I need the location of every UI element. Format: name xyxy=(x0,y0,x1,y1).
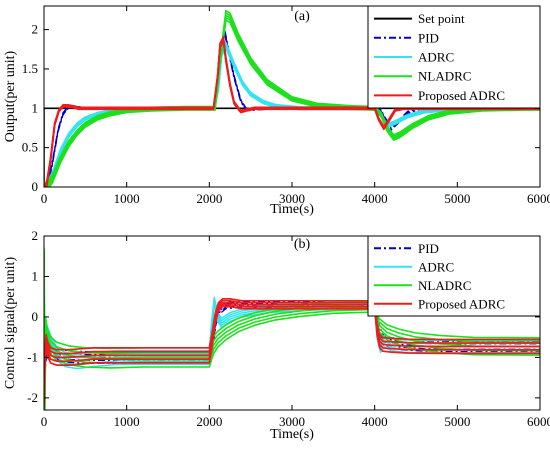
x-tick-label: 6000 xyxy=(527,191,550,206)
legend-box xyxy=(367,235,541,317)
series-line-pid xyxy=(44,307,540,376)
chart-title: (a) xyxy=(294,9,310,24)
series-line-nladrc xyxy=(44,14,540,187)
y-tick-label: -1 xyxy=(27,349,38,364)
series-line-adrc xyxy=(44,41,540,185)
series-line-nladrc xyxy=(44,249,540,400)
x-tick-label: 0 xyxy=(41,191,48,206)
y-tick-label: 1.5 xyxy=(22,61,38,76)
series-line-adrc xyxy=(44,301,540,366)
y-tick-label: 1 xyxy=(32,268,39,283)
legend-label: Proposed ADRC xyxy=(418,296,505,311)
x-tick-label: 1000 xyxy=(114,414,140,429)
legend-label: NLADRC xyxy=(418,69,471,84)
y-tick-label: -2 xyxy=(27,390,38,405)
x-tick-label: 2000 xyxy=(196,414,222,429)
legend-label: PID xyxy=(418,241,439,256)
x-tick-label: 4000 xyxy=(362,414,388,429)
x-tick-label: 1000 xyxy=(114,191,140,206)
series-group xyxy=(44,247,540,410)
y-tick-label: 1 xyxy=(32,100,39,115)
y-tick-label: 2 xyxy=(32,228,39,243)
chart-title: (b) xyxy=(294,237,311,252)
series-line-proposed-adrc xyxy=(44,298,540,388)
y-axis-label: Output(per unit) xyxy=(3,50,18,142)
legend-label: Set point xyxy=(418,11,465,26)
chart-b: 0 1000 2000 3000 4000 5000 6000 -2 -1 0 1 2 (b) Time(… xyxy=(3,228,550,442)
legend-label: ADRC xyxy=(418,259,454,274)
y-axis-label: Control signal(per unit) xyxy=(3,257,18,390)
series-line-nladrc xyxy=(46,16,540,187)
legend-label: ADRC xyxy=(418,50,454,65)
x-tick-label: 3000 xyxy=(279,414,305,429)
legend-label: PID xyxy=(418,30,439,45)
x-tick-label: 3000 xyxy=(279,191,305,206)
x-axis-label: Time(s) xyxy=(270,427,314,442)
x-tick-label: 0 xyxy=(41,414,48,429)
y-tick-label: 2 xyxy=(32,22,39,37)
legend: Set point PID ADRC NLADRC Proposed ADRC xyxy=(367,5,541,109)
legend-label: Proposed ADRC xyxy=(418,88,505,103)
series-line-set-point xyxy=(44,107,540,187)
x-tick-label: 5000 xyxy=(444,191,470,206)
y-tick-label: 0.5 xyxy=(22,140,38,155)
series-group xyxy=(44,9,540,187)
legend: PID ADRC NLADRC Proposed ADRC xyxy=(367,235,541,317)
y-tick-label: 0 xyxy=(32,179,39,194)
chart-a: 0 1000 2000 3000 4000 5000 6000 0 0.5 1 1.5 2 (a) Tim… xyxy=(3,5,550,217)
legend-label: NLADRC xyxy=(418,278,471,293)
x-axis-label: Time(s) xyxy=(270,202,314,217)
x-tick-label: 4000 xyxy=(362,191,388,206)
series-line-nladrc xyxy=(44,12,540,186)
x-tick-label: 2000 xyxy=(196,191,222,206)
x-tick-label: 6000 xyxy=(527,414,550,429)
x-tick-label: 5000 xyxy=(444,414,470,429)
series-line-nladrc xyxy=(44,9,540,184)
y-tick-label: 0 xyxy=(32,309,39,324)
series-line-nladrc xyxy=(48,19,540,187)
series-line-proposed-adrc xyxy=(44,36,540,186)
series-line-nladrc xyxy=(44,247,540,393)
